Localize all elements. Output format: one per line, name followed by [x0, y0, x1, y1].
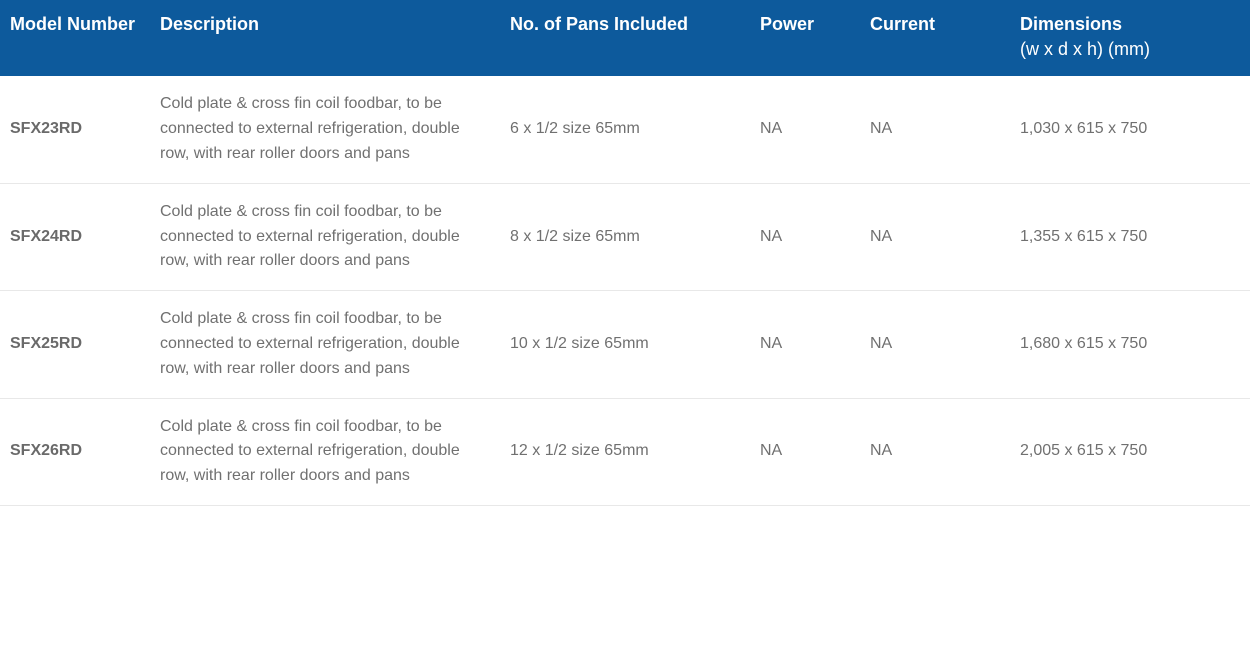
cell-pans: 10 x 1/2 size 65mm: [500, 291, 750, 398]
cell-power: NA: [750, 398, 860, 505]
cell-description: Cold plate & cross fin coil foodbar, to …: [150, 183, 500, 290]
cell-description: Cold plate & cross fin coil foodbar, to …: [150, 291, 500, 398]
cell-power: NA: [750, 183, 860, 290]
cell-dimensions: 1,355 x 615 x 750: [1010, 183, 1250, 290]
cell-model: SFX23RD: [0, 76, 150, 183]
cell-current: NA: [860, 398, 1010, 505]
table-header-row: Model Number Description No. of Pans Inc…: [0, 0, 1250, 76]
cell-dimensions: 1,680 x 615 x 750: [1010, 291, 1250, 398]
cell-current: NA: [860, 183, 1010, 290]
table-row: SFX26RD Cold plate & cross fin coil food…: [0, 398, 1250, 505]
table-body: SFX23RD Cold plate & cross fin coil food…: [0, 76, 1250, 505]
cell-description: Cold plate & cross fin coil foodbar, to …: [150, 398, 500, 505]
cell-dimensions: 2,005 x 615 x 750: [1010, 398, 1250, 505]
table-row: SFX25RD Cold plate & cross fin coil food…: [0, 291, 1250, 398]
cell-power: NA: [750, 76, 860, 183]
cell-model: SFX24RD: [0, 183, 150, 290]
cell-dimensions: 1,030 x 615 x 750: [1010, 76, 1250, 183]
cell-current: NA: [860, 76, 1010, 183]
header-dimensions-main: Dimensions: [1020, 14, 1122, 34]
cell-model: SFX26RD: [0, 398, 150, 505]
header-dimensions-sub: (w x d x h) (mm): [1020, 37, 1240, 62]
table-row: SFX24RD Cold plate & cross fin coil food…: [0, 183, 1250, 290]
cell-current: NA: [860, 291, 1010, 398]
header-current: Current: [860, 0, 1010, 76]
cell-pans: 6 x 1/2 size 65mm: [500, 76, 750, 183]
cell-model: SFX25RD: [0, 291, 150, 398]
cell-pans: 8 x 1/2 size 65mm: [500, 183, 750, 290]
header-description: Description: [150, 0, 500, 76]
header-model: Model Number: [0, 0, 150, 76]
product-spec-table: Model Number Description No. of Pans Inc…: [0, 0, 1250, 506]
header-power: Power: [750, 0, 860, 76]
header-dimensions: Dimensions (w x d x h) (mm): [1010, 0, 1250, 76]
cell-power: NA: [750, 291, 860, 398]
table-row: SFX23RD Cold plate & cross fin coil food…: [0, 76, 1250, 183]
header-pans: No. of Pans Included: [500, 0, 750, 76]
cell-pans: 12 x 1/2 size 65mm: [500, 398, 750, 505]
cell-description: Cold plate & cross fin coil foodbar, to …: [150, 76, 500, 183]
